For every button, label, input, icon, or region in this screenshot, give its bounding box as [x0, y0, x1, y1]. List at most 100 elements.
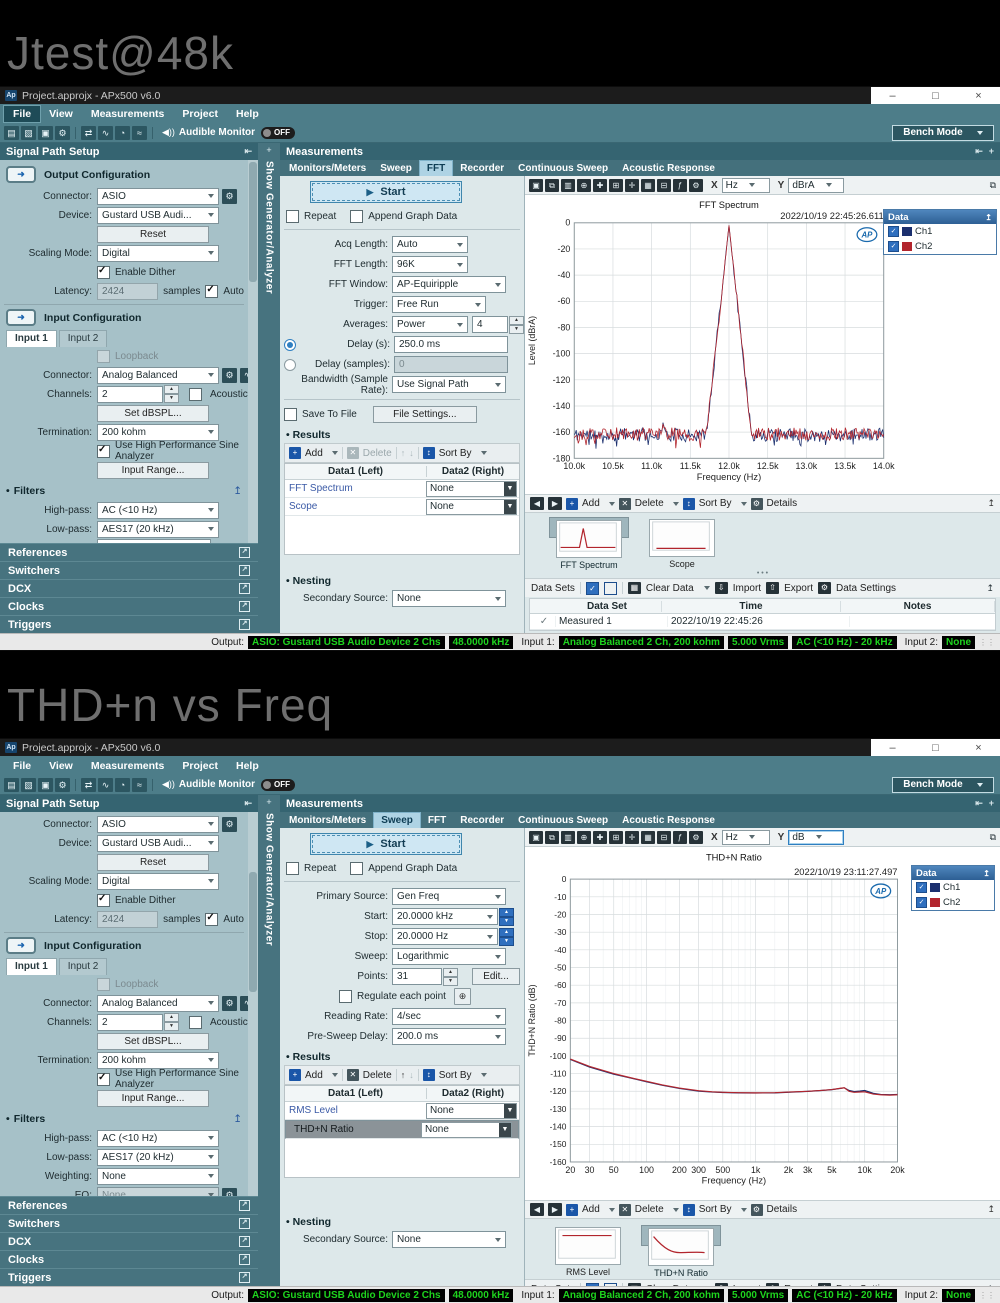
aes17-20-khz-select[interactable]: AES17 (20 kHz): [97, 1148, 219, 1166]
secondary-source-select[interactable]: None: [392, 1231, 506, 1248]
radio-delay-samples[interactable]: [284, 358, 296, 371]
select-all-checkbox[interactable]: ✓: [585, 581, 599, 595]
add-button[interactable]: Add: [582, 1204, 600, 1215]
use-signal-path-select[interactable]: Use Signal Path: [392, 376, 506, 393]
maximize-button[interactable]: □: [932, 89, 939, 102]
pin-icon[interactable]: ↥: [987, 498, 995, 508]
200-0-ms-select[interactable]: 200.0 ms: [392, 1028, 506, 1045]
save-icon[interactable]: ▣: [529, 178, 543, 192]
sidebar-item-clocks[interactable]: Clocks ↗: [0, 597, 258, 615]
print-icon[interactable]: ▥: [561, 178, 575, 192]
thumbnail-rms-level[interactable]: RMS Level: [549, 1225, 627, 1279]
file-settings-button[interactable]: File Settings...: [372, 406, 477, 423]
cursor-icon[interactable]: ⊟: [657, 178, 671, 192]
secondary-source-select[interactable]: None: [392, 590, 506, 607]
enable-dither-checkbox[interactable]: [97, 893, 110, 907]
y-unit-select[interactable]: dBrA: [788, 177, 845, 193]
save-icon[interactable]: ▣: [38, 125, 53, 140]
delete-button[interactable]: Delete: [362, 1069, 392, 1081]
close-button[interactable]: ×: [975, 741, 982, 754]
auto-checkbox[interactable]: [205, 912, 219, 926]
pin-icon[interactable]: +: [266, 145, 272, 155]
latency-input[interactable]: 2424: [97, 910, 159, 928]
tab-input-1[interactable]: Input 1: [6, 330, 57, 347]
tab-continuous-sweep[interactable]: Continuous Sweep: [518, 815, 609, 826]
copy-icon[interactable]: ⧉: [545, 178, 559, 192]
digital-select[interactable]: Digital: [97, 244, 219, 262]
grid-icon[interactable]: ▦: [641, 178, 655, 192]
2-select[interactable]: 2: [97, 385, 163, 403]
add-icon[interactable]: +: [289, 447, 301, 459]
fx-icon[interactable]: ƒ: [673, 830, 687, 844]
tab-monitors-meters[interactable]: Monitors/Meters: [289, 815, 367, 826]
show-generator-analyzer-tab[interactable]: Show Generator/Analyzer: [263, 161, 275, 295]
first-record-icon[interactable]: ◀: [530, 497, 544, 510]
details-button[interactable]: Details: [766, 498, 798, 509]
up-arrow-icon[interactable]: ▲: [164, 385, 179, 394]
regulate-each-point-checkbox[interactable]: [339, 990, 352, 1003]
acoustic-checkbox[interactable]: [189, 387, 202, 401]
down-arrow-icon[interactable]: ▼: [509, 324, 524, 334]
down-arrow-icon[interactable]: ▼: [164, 1022, 179, 1031]
gear-icon[interactable]: ⚙: [222, 816, 237, 832]
logarithmic-select[interactable]: Logarithmic: [392, 948, 506, 965]
details-icon[interactable]: ⚙: [750, 1203, 763, 1216]
reset-button[interactable]: Reset: [97, 853, 209, 871]
clear-data-button[interactable]: Clear Data: [645, 582, 694, 594]
add-icon[interactable]: +: [566, 497, 578, 510]
menu-measurements[interactable]: Measurements: [90, 107, 165, 120]
details-button[interactable]: Details: [766, 1204, 798, 1215]
signal-path-icon[interactable]: ⇄: [81, 777, 96, 792]
sort-by-button[interactable]: Sort By: [438, 447, 472, 459]
aes17-20-khz-select[interactable]: AES17 (20 kHz): [97, 520, 219, 538]
pin-icon[interactable]: ↥: [233, 1113, 242, 1125]
sidebar-item-triggers[interactable]: Triggers ↗: [0, 1268, 258, 1286]
axes-icon[interactable]: ✛: [625, 178, 639, 192]
menu-view[interactable]: View: [49, 107, 73, 120]
splitter-handle[interactable]: • • •: [756, 570, 769, 577]
add-icon[interactable]: +: [566, 1203, 578, 1216]
up-arrow-icon[interactable]: ▲: [164, 1013, 179, 1022]
export-icon[interactable]: ⇧: [766, 582, 780, 594]
sort-by-button[interactable]: Sort By: [438, 1069, 472, 1081]
analog-balanced-select[interactable]: Analog Balanced: [97, 366, 219, 384]
legend-item-ch2[interactable]: ✓ Ch2: [912, 895, 994, 910]
repeat-checkbox[interactable]: [286, 861, 299, 875]
menu-help[interactable]: Help: [235, 107, 259, 120]
up-arrow-icon[interactable]: ▲: [499, 907, 514, 917]
20-0000-hz-select[interactable]: 20.0000 Hz: [392, 928, 498, 945]
result-row-rms-level[interactable]: RMS Level None ▼: [285, 1102, 519, 1120]
data-settings-icon[interactable]: ⚙: [817, 582, 831, 594]
settings-icon[interactable]: ⚙: [689, 178, 703, 192]
tab-recorder[interactable]: Recorder: [460, 815, 505, 826]
sort-icon[interactable]: ↕: [422, 1069, 435, 1081]
sidebar-item-references[interactable]: References ↗: [0, 543, 258, 561]
tab-acoustic-response[interactable]: Acoustic Response: [622, 815, 715, 826]
set-dbspl-button[interactable]: Set dBSPL...: [97, 404, 209, 422]
data-set-row-measured-1[interactable]: ✓ Measured 1 2022/10/19 22:45:26: [530, 614, 995, 630]
row-checkbox[interactable]: ✓: [530, 616, 556, 627]
pin-icon[interactable]: ↥: [983, 868, 990, 878]
latency-input[interactable]: 2424: [97, 282, 159, 300]
add-button[interactable]: Add: [582, 498, 600, 509]
save-icon[interactable]: ▣: [38, 777, 53, 792]
tab-input-2[interactable]: Input 2: [58, 958, 108, 975]
200-kohm-select[interactable]: 200 kohm: [97, 423, 219, 441]
result-row-thd-n-ratio[interactable]: THD+N Ratio None ▼: [285, 1120, 519, 1139]
delete-button[interactable]: Delete: [362, 447, 392, 459]
settings-icon[interactable]: ⚙: [689, 830, 703, 844]
tab-acoustic-response[interactable]: Acoustic Response: [622, 163, 715, 174]
collapse-icon[interactable]: ⇤: [244, 146, 252, 156]
settings-icon[interactable]: ⚙: [55, 125, 70, 140]
sort-icon[interactable]: ↕: [422, 447, 435, 459]
gear-icon[interactable]: ⚙: [222, 367, 237, 383]
fft-spectrum-data2-select[interactable]: None ▼: [426, 480, 517, 497]
free-run-select[interactable]: Free Run: [392, 296, 486, 313]
enable-dither-checkbox[interactable]: [97, 265, 110, 279]
signal-path-icon[interactable]: ⇄: [81, 125, 96, 140]
use-high-performance-sine-analyzer-checkbox[interactable]: [97, 444, 110, 458]
thumbnail-scope[interactable]: Scope: [643, 517, 721, 571]
gustard-usb-audi-select[interactable]: Gustard USB Audi...: [97, 834, 219, 852]
expand-icon[interactable]: ⧉: [989, 831, 996, 842]
result-row-scope[interactable]: Scope None ▼: [285, 498, 519, 516]
